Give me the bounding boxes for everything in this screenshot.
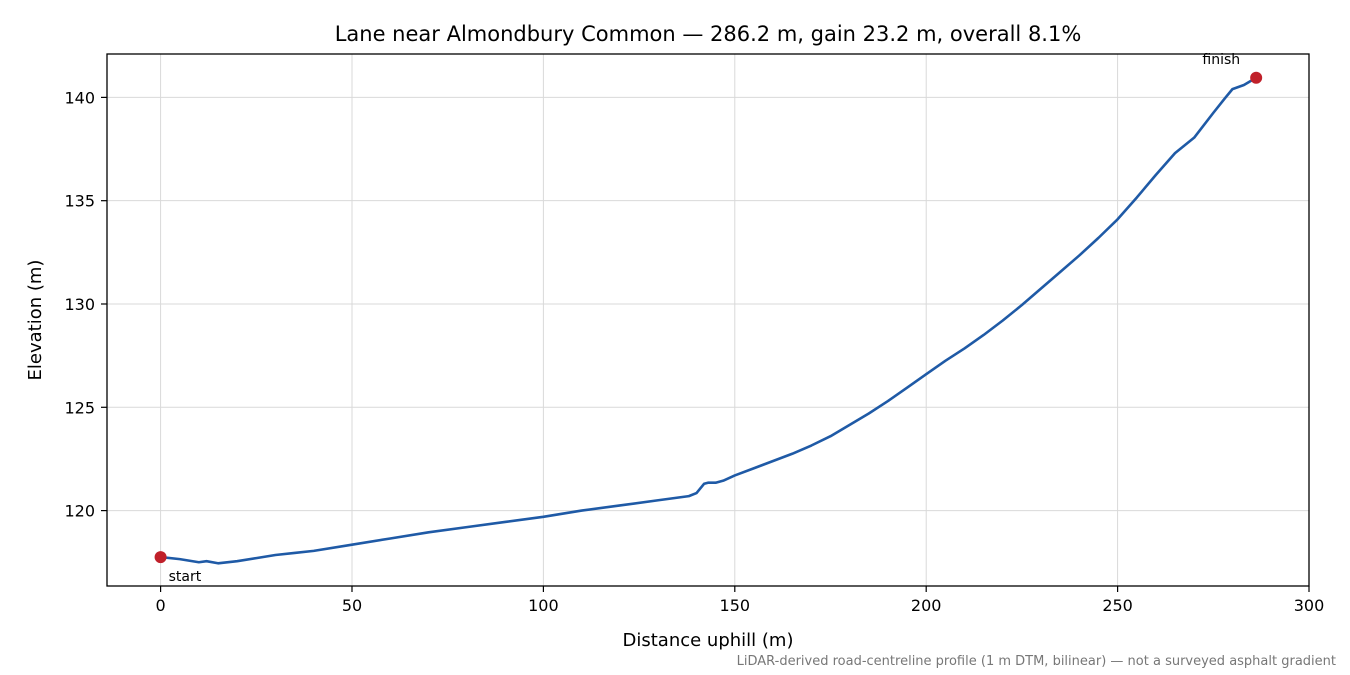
y-tick-label: 135 bbox=[64, 192, 95, 211]
y-tick-label: 125 bbox=[64, 398, 95, 417]
x-axis-ticks: 0 50 100 150 200 250 300 bbox=[155, 586, 1324, 615]
start-marker bbox=[154, 551, 167, 564]
finish-annotation: finish bbox=[1202, 52, 1240, 68]
elevation-profile-line bbox=[160, 76, 1257, 565]
x-tick-label: 50 bbox=[342, 596, 362, 615]
x-axis-label: Distance uphill (m) bbox=[623, 630, 794, 651]
x-tick-label: 100 bbox=[528, 596, 559, 615]
x-tick-label: 0 bbox=[155, 596, 165, 615]
x-tick-label: 300 bbox=[1294, 596, 1325, 615]
finish-marker bbox=[1250, 71, 1263, 84]
chart-title: Lane near Almondbury Common — 286.2 m, g… bbox=[335, 22, 1082, 46]
y-tick-label: 130 bbox=[64, 295, 95, 314]
y-tick-label: 120 bbox=[64, 502, 95, 521]
footnote: LiDAR-derived road-centreline profile (1… bbox=[737, 654, 1336, 669]
x-tick-label: 150 bbox=[720, 596, 751, 615]
y-axis-ticks: 120 125 130 135 140 bbox=[64, 88, 107, 521]
plot-frame bbox=[106, 53, 1310, 587]
grid-lines bbox=[107, 54, 1310, 586]
y-axis-label: Elevation (m) bbox=[25, 260, 46, 381]
y-tick-label: 140 bbox=[64, 88, 95, 107]
x-tick-label: 250 bbox=[1102, 596, 1133, 615]
start-annotation: start bbox=[169, 569, 202, 585]
x-tick-label: 200 bbox=[911, 596, 942, 615]
